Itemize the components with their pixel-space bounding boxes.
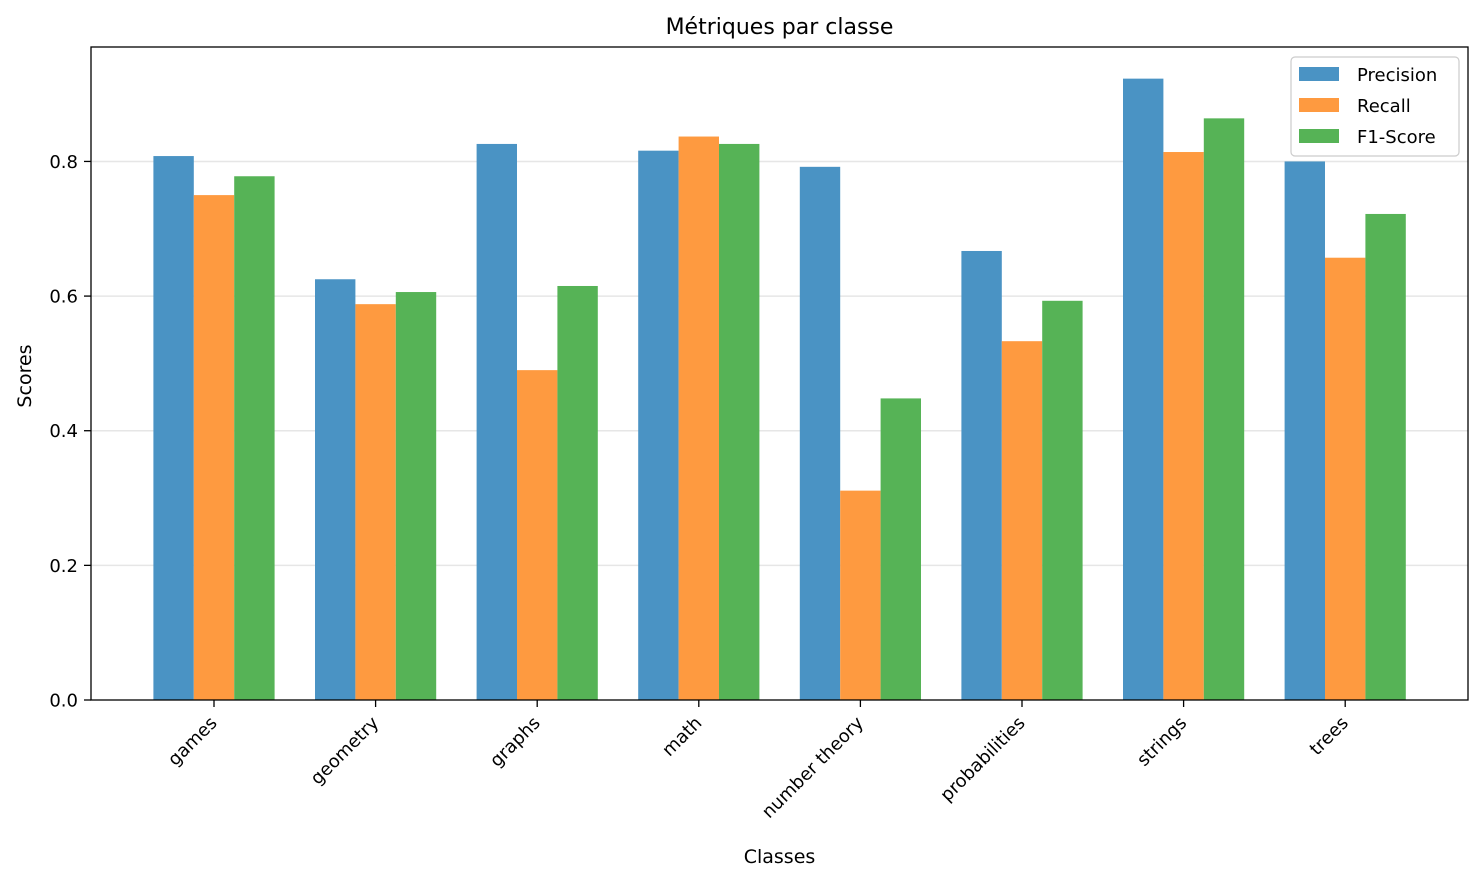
bar-recall-trees xyxy=(1325,257,1366,700)
bar-f1-score-math xyxy=(719,143,760,701)
plot-frame xyxy=(90,46,1469,701)
grid-layer xyxy=(91,160,1468,567)
bar-precision-games xyxy=(153,156,194,700)
bar-f1-score-number-theory xyxy=(880,398,921,700)
bar-f1-score-games xyxy=(234,176,275,700)
legend-swatch xyxy=(1299,67,1339,81)
x-tick-label: geometry xyxy=(307,712,384,789)
bar-recall-math xyxy=(678,136,719,701)
bar-precision-strings xyxy=(1123,78,1164,701)
bar-recall-graphs xyxy=(517,370,558,700)
bar-f1-score-probabilities xyxy=(1042,300,1083,700)
bar-recall-geometry xyxy=(355,304,396,700)
chart-title: Métriques par classe xyxy=(666,15,894,40)
y-tick-label: 0.0 xyxy=(49,691,78,712)
legend-label: Precision xyxy=(1357,65,1437,86)
x-tick-label: games xyxy=(164,713,222,771)
bar-f1-score-strings xyxy=(1203,118,1245,700)
y-axis-label: Scores xyxy=(14,344,36,407)
y-tick-label: 0.6 xyxy=(49,287,78,308)
bar-precision-number-theory xyxy=(799,166,841,701)
legend: Precision Recall F1-Score xyxy=(1290,56,1460,157)
bar-precision-math xyxy=(638,150,679,700)
bar-f1-score-trees xyxy=(1365,213,1406,700)
x-tick-label: math xyxy=(658,713,706,761)
bars-layer xyxy=(153,78,1406,701)
bar-precision-trees xyxy=(1284,161,1325,700)
bar-f1-score-graphs xyxy=(557,285,598,700)
x-tick-label: strings xyxy=(1133,713,1191,771)
bar-f1-score-geometry xyxy=(395,292,437,700)
x-tick-label: graphs xyxy=(486,713,545,772)
y-tick-label: 0.8 xyxy=(49,152,78,173)
y-axis: 0.0 0.2 0.4 0.6 0.8 xyxy=(49,152,91,712)
x-tick-label: trees xyxy=(1306,713,1353,760)
legend-label: Recall xyxy=(1357,96,1411,117)
legend-swatch xyxy=(1299,129,1339,143)
x-tick-label: number theory xyxy=(758,712,868,822)
x-axis: games geometry graphs math number theory prob… xyxy=(164,700,1353,823)
legend-label: F1-Score xyxy=(1357,127,1436,148)
bar-recall-number-theory xyxy=(840,490,881,700)
x-axis-label: Classes xyxy=(744,846,816,868)
bar-recall-games xyxy=(193,195,235,700)
x-tick-label: probabilities xyxy=(936,713,1029,806)
y-tick-label: 0.4 xyxy=(49,421,78,442)
bar-precision-probabilities xyxy=(961,250,1002,701)
bar-precision-graphs xyxy=(476,143,517,701)
bar-recall-probabilities xyxy=(1001,341,1043,700)
bar-recall-strings xyxy=(1163,152,1204,700)
legend-swatch xyxy=(1299,98,1339,112)
y-tick-label: 0.2 xyxy=(49,556,78,577)
bar-precision-geometry xyxy=(315,279,356,700)
